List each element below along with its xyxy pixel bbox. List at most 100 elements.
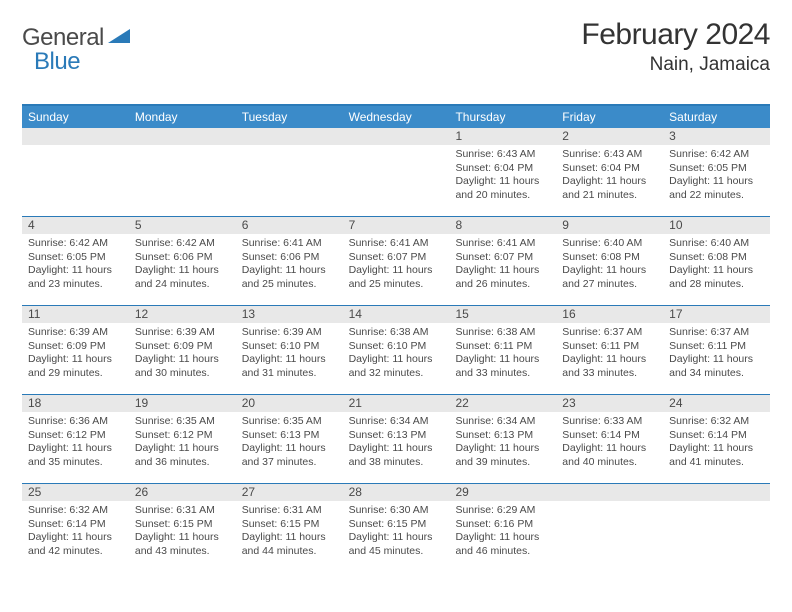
day-cell: 15Sunrise: 6:38 AMSunset: 6:11 PMDayligh… — [449, 306, 556, 394]
day-cell — [556, 484, 663, 572]
day-number: 18 — [22, 395, 129, 412]
day-cell: 7Sunrise: 6:41 AMSunset: 6:07 PMDaylight… — [343, 217, 450, 305]
day-cell: 11Sunrise: 6:39 AMSunset: 6:09 PMDayligh… — [22, 306, 129, 394]
calendar-week: 4Sunrise: 6:42 AMSunset: 6:05 PMDaylight… — [22, 216, 770, 305]
calendar-grid: SundayMondayTuesdayWednesdayThursdayFrid… — [22, 104, 770, 572]
day-number: 8 — [449, 217, 556, 234]
day-header: Tuesday — [236, 106, 343, 128]
day-number — [129, 128, 236, 145]
day-info: Sunrise: 6:35 AMSunset: 6:12 PMDaylight:… — [129, 412, 236, 474]
day-cell: 22Sunrise: 6:34 AMSunset: 6:13 PMDayligh… — [449, 395, 556, 483]
calendar-page: General February 2024 Nain, Jamaica Blue… — [0, 0, 792, 612]
day-header: Wednesday — [343, 106, 450, 128]
day-cell: 16Sunrise: 6:37 AMSunset: 6:11 PMDayligh… — [556, 306, 663, 394]
day-cell: 3Sunrise: 6:42 AMSunset: 6:05 PMDaylight… — [663, 128, 770, 216]
day-info: Sunrise: 6:38 AMSunset: 6:10 PMDaylight:… — [343, 323, 450, 385]
day-cell: 24Sunrise: 6:32 AMSunset: 6:14 PMDayligh… — [663, 395, 770, 483]
day-info: Sunrise: 6:37 AMSunset: 6:11 PMDaylight:… — [663, 323, 770, 385]
day-info: Sunrise: 6:43 AMSunset: 6:04 PMDaylight:… — [556, 145, 663, 207]
day-number: 7 — [343, 217, 450, 234]
day-cell: 25Sunrise: 6:32 AMSunset: 6:14 PMDayligh… — [22, 484, 129, 572]
day-number: 11 — [22, 306, 129, 323]
day-info: Sunrise: 6:41 AMSunset: 6:07 PMDaylight:… — [449, 234, 556, 296]
day-number: 15 — [449, 306, 556, 323]
day-number: 21 — [343, 395, 450, 412]
day-cell: 6Sunrise: 6:41 AMSunset: 6:06 PMDaylight… — [236, 217, 343, 305]
day-header: Thursday — [449, 106, 556, 128]
day-number: 9 — [556, 217, 663, 234]
day-info: Sunrise: 6:42 AMSunset: 6:06 PMDaylight:… — [129, 234, 236, 296]
day-cell: 8Sunrise: 6:41 AMSunset: 6:07 PMDaylight… — [449, 217, 556, 305]
day-cell: 19Sunrise: 6:35 AMSunset: 6:12 PMDayligh… — [129, 395, 236, 483]
day-info: Sunrise: 6:42 AMSunset: 6:05 PMDaylight:… — [22, 234, 129, 296]
day-number: 17 — [663, 306, 770, 323]
day-cell: 18Sunrise: 6:36 AMSunset: 6:12 PMDayligh… — [22, 395, 129, 483]
day-number: 20 — [236, 395, 343, 412]
day-cell: 2Sunrise: 6:43 AMSunset: 6:04 PMDaylight… — [556, 128, 663, 216]
day-number: 5 — [129, 217, 236, 234]
location-label: Nain, Jamaica — [581, 54, 770, 76]
day-number: 12 — [129, 306, 236, 323]
day-number: 2 — [556, 128, 663, 145]
day-number: 10 — [663, 217, 770, 234]
day-cell: 17Sunrise: 6:37 AMSunset: 6:11 PMDayligh… — [663, 306, 770, 394]
day-number: 4 — [22, 217, 129, 234]
day-header: Monday — [129, 106, 236, 128]
day-info: Sunrise: 6:31 AMSunset: 6:15 PMDaylight:… — [129, 501, 236, 563]
calendar-header-row: SundayMondayTuesdayWednesdayThursdayFrid… — [22, 106, 770, 128]
day-number: 27 — [236, 484, 343, 501]
day-cell: 29Sunrise: 6:29 AMSunset: 6:16 PMDayligh… — [449, 484, 556, 572]
day-info: Sunrise: 6:32 AMSunset: 6:14 PMDaylight:… — [663, 412, 770, 474]
day-info: Sunrise: 6:36 AMSunset: 6:12 PMDaylight:… — [22, 412, 129, 474]
day-number: 1 — [449, 128, 556, 145]
calendar-week: 25Sunrise: 6:32 AMSunset: 6:14 PMDayligh… — [22, 483, 770, 572]
day-cell: 23Sunrise: 6:33 AMSunset: 6:14 PMDayligh… — [556, 395, 663, 483]
day-cell: 28Sunrise: 6:30 AMSunset: 6:15 PMDayligh… — [343, 484, 450, 572]
day-header: Friday — [556, 106, 663, 128]
day-cell — [663, 484, 770, 572]
day-info: Sunrise: 6:34 AMSunset: 6:13 PMDaylight:… — [449, 412, 556, 474]
day-cell: 10Sunrise: 6:40 AMSunset: 6:08 PMDayligh… — [663, 217, 770, 305]
day-number: 28 — [343, 484, 450, 501]
day-info: Sunrise: 6:40 AMSunset: 6:08 PMDaylight:… — [556, 234, 663, 296]
day-cell — [22, 128, 129, 216]
day-info: Sunrise: 6:37 AMSunset: 6:11 PMDaylight:… — [556, 323, 663, 385]
day-info: Sunrise: 6:43 AMSunset: 6:04 PMDaylight:… — [449, 145, 556, 207]
day-number — [556, 484, 663, 501]
day-number — [22, 128, 129, 145]
day-info: Sunrise: 6:31 AMSunset: 6:15 PMDaylight:… — [236, 501, 343, 563]
day-number: 24 — [663, 395, 770, 412]
day-number: 25 — [22, 484, 129, 501]
day-cell: 21Sunrise: 6:34 AMSunset: 6:13 PMDayligh… — [343, 395, 450, 483]
day-cell: 20Sunrise: 6:35 AMSunset: 6:13 PMDayligh… — [236, 395, 343, 483]
day-info: Sunrise: 6:29 AMSunset: 6:16 PMDaylight:… — [449, 501, 556, 563]
day-info: Sunrise: 6:38 AMSunset: 6:11 PMDaylight:… — [449, 323, 556, 385]
day-header: Saturday — [663, 106, 770, 128]
title-block: February 2024 Nain, Jamaica — [581, 18, 770, 76]
day-cell — [129, 128, 236, 216]
day-cell: 1Sunrise: 6:43 AMSunset: 6:04 PMDaylight… — [449, 128, 556, 216]
day-cell: 5Sunrise: 6:42 AMSunset: 6:06 PMDaylight… — [129, 217, 236, 305]
day-cell — [343, 128, 450, 216]
day-cell: 26Sunrise: 6:31 AMSunset: 6:15 PMDayligh… — [129, 484, 236, 572]
day-info: Sunrise: 6:33 AMSunset: 6:14 PMDaylight:… — [556, 412, 663, 474]
month-title: February 2024 — [581, 18, 770, 52]
day-cell: 27Sunrise: 6:31 AMSunset: 6:15 PMDayligh… — [236, 484, 343, 572]
day-cell: 13Sunrise: 6:39 AMSunset: 6:10 PMDayligh… — [236, 306, 343, 394]
day-info: Sunrise: 6:32 AMSunset: 6:14 PMDaylight:… — [22, 501, 129, 563]
day-header: Sunday — [22, 106, 129, 128]
calendar-week: 18Sunrise: 6:36 AMSunset: 6:12 PMDayligh… — [22, 394, 770, 483]
brand-word2: Blue — [34, 48, 80, 75]
day-info: Sunrise: 6:35 AMSunset: 6:13 PMDaylight:… — [236, 412, 343, 474]
day-info: Sunrise: 6:39 AMSunset: 6:10 PMDaylight:… — [236, 323, 343, 385]
day-info: Sunrise: 6:42 AMSunset: 6:05 PMDaylight:… — [663, 145, 770, 207]
calendar-week: 11Sunrise: 6:39 AMSunset: 6:09 PMDayligh… — [22, 305, 770, 394]
day-number: 3 — [663, 128, 770, 145]
day-number — [343, 128, 450, 145]
calendar-body: 1Sunrise: 6:43 AMSunset: 6:04 PMDaylight… — [22, 128, 770, 572]
day-info: Sunrise: 6:39 AMSunset: 6:09 PMDaylight:… — [129, 323, 236, 385]
day-number: 19 — [129, 395, 236, 412]
day-number: 26 — [129, 484, 236, 501]
logo-triangle-icon — [108, 27, 130, 50]
day-info: Sunrise: 6:40 AMSunset: 6:08 PMDaylight:… — [663, 234, 770, 296]
